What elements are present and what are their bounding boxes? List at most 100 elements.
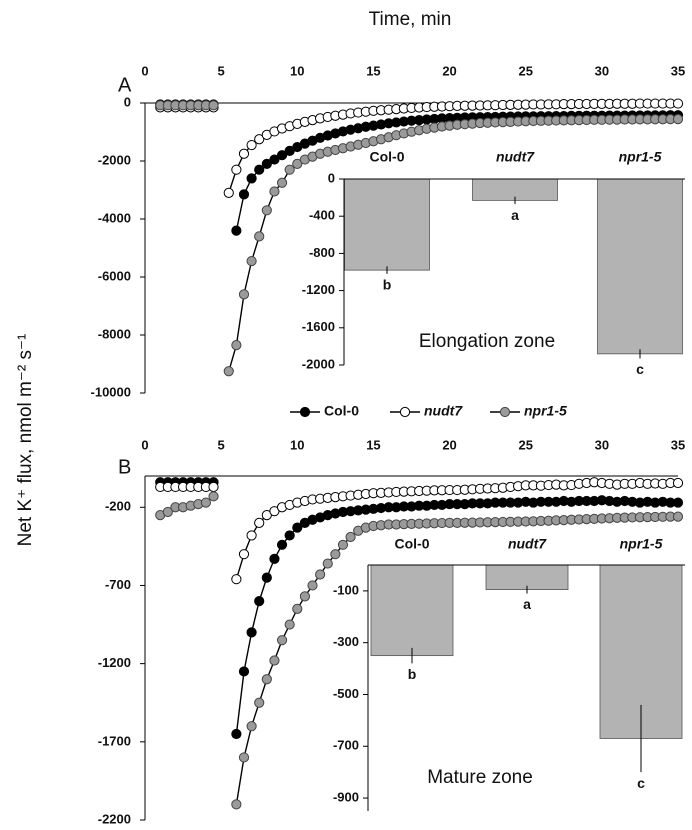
data-point: [276, 150, 288, 161]
legend-label: Col-0: [324, 403, 359, 419]
data-point: [672, 511, 684, 522]
data-point: [254, 231, 265, 242]
data-point: [208, 491, 219, 502]
x-tick-label: 5: [218, 63, 225, 78]
data-point: [254, 164, 265, 175]
significance-label: a: [523, 596, 531, 612]
data-point: [223, 187, 234, 198]
x-tick-label: 30: [595, 63, 609, 78]
x-tick-label: 35: [671, 437, 685, 452]
y-tick-label: 0: [124, 94, 131, 109]
data-point: [672, 113, 684, 125]
data-point: [261, 674, 272, 685]
data-point: [315, 569, 326, 580]
y-tick-label: -400: [309, 208, 335, 223]
data-point: [292, 603, 303, 615]
data-point: [238, 148, 250, 159]
y-tick-label: -700: [105, 577, 131, 592]
y-tick-label: -100: [333, 582, 359, 597]
legend-label: npr1-5: [524, 403, 567, 419]
data-point: [284, 619, 295, 630]
x-tick-label: 5: [218, 437, 225, 452]
data-point: [238, 549, 250, 560]
data-point: [276, 539, 288, 550]
data-point: [254, 517, 265, 529]
y-tick-label: -2000: [302, 356, 335, 371]
significance-label: b: [408, 666, 417, 682]
data-point: [284, 164, 295, 175]
significance-label: b: [383, 277, 392, 293]
category-label: nudt7: [496, 149, 535, 165]
data-point: [254, 134, 265, 145]
data-point: [238, 666, 250, 677]
legend-marker: [499, 406, 511, 418]
data-point: [238, 289, 250, 300]
data-point: [231, 574, 242, 585]
inset-caption: Mature zone: [427, 767, 533, 788]
x-tick-label: 15: [366, 63, 380, 78]
category-label: nudt7: [508, 536, 547, 552]
data-point: [231, 164, 242, 175]
data-point: [672, 98, 684, 109]
category-label: Col-0: [370, 149, 405, 165]
panel-label: B: [118, 456, 131, 478]
data-point: [299, 591, 310, 602]
y-tick-label: -1200: [302, 282, 335, 297]
data-point: [276, 177, 288, 188]
category-label: npr1-5: [619, 149, 662, 165]
y-tick-label: -200: [105, 499, 131, 514]
category-label: Col-0: [395, 536, 430, 552]
data-point: [246, 627, 257, 638]
x-tick-label: 35: [671, 63, 685, 78]
data-point: [276, 635, 288, 646]
data-point: [231, 225, 242, 236]
y-tick-label: -500: [333, 686, 359, 701]
data-point: [231, 340, 242, 351]
data-point: [246, 530, 257, 541]
legend-marker: [299, 406, 311, 418]
data-point: [269, 154, 280, 165]
data-point: [223, 366, 234, 377]
y-axis-title: Net K⁺ flux, nmol m⁻² s⁻¹: [15, 334, 36, 547]
bar: [344, 178, 430, 271]
data-point: [292, 158, 303, 169]
bar: [370, 564, 454, 657]
significance-label: c: [636, 361, 644, 377]
x-tick-label: 30: [595, 437, 609, 452]
y-tick-label: -10000: [91, 384, 131, 399]
y-tick-label: -2200: [98, 811, 131, 826]
bar: [597, 178, 683, 355]
y-tick-label: -1200: [98, 655, 131, 670]
data-point: [284, 530, 295, 541]
y-tick-label: -8000: [98, 326, 131, 341]
y-tick-label: 0: [328, 170, 335, 185]
y-tick-label: -4000: [98, 210, 131, 225]
data-point: [292, 522, 303, 533]
data-point: [269, 553, 280, 564]
x-tick-label: 25: [518, 437, 532, 452]
data-point: [345, 531, 356, 543]
x-tick-label: 10: [290, 437, 304, 452]
category-label: npr1-5: [620, 536, 663, 552]
data-point: [254, 697, 265, 708]
legend-label: nudt7: [424, 403, 463, 419]
data-point: [261, 158, 272, 169]
data-point: [269, 186, 280, 197]
x-tick-label: 15: [366, 437, 380, 452]
significance-label: a: [511, 207, 519, 223]
data-point: [208, 100, 219, 111]
y-tick-label: -1600: [302, 319, 335, 334]
x-axis-title: Time, min: [369, 9, 452, 30]
panel-label: A: [118, 74, 132, 96]
data-point: [246, 721, 257, 732]
y-tick-label: -800: [309, 245, 335, 260]
x-tick-label: 20: [442, 63, 456, 78]
data-point: [238, 189, 250, 200]
x-tick-label: 25: [518, 63, 532, 78]
bar: [485, 564, 569, 591]
data-point: [162, 506, 173, 518]
data-point: [330, 549, 341, 560]
data-point: [269, 655, 280, 666]
x-tick-label: 0: [141, 437, 148, 452]
